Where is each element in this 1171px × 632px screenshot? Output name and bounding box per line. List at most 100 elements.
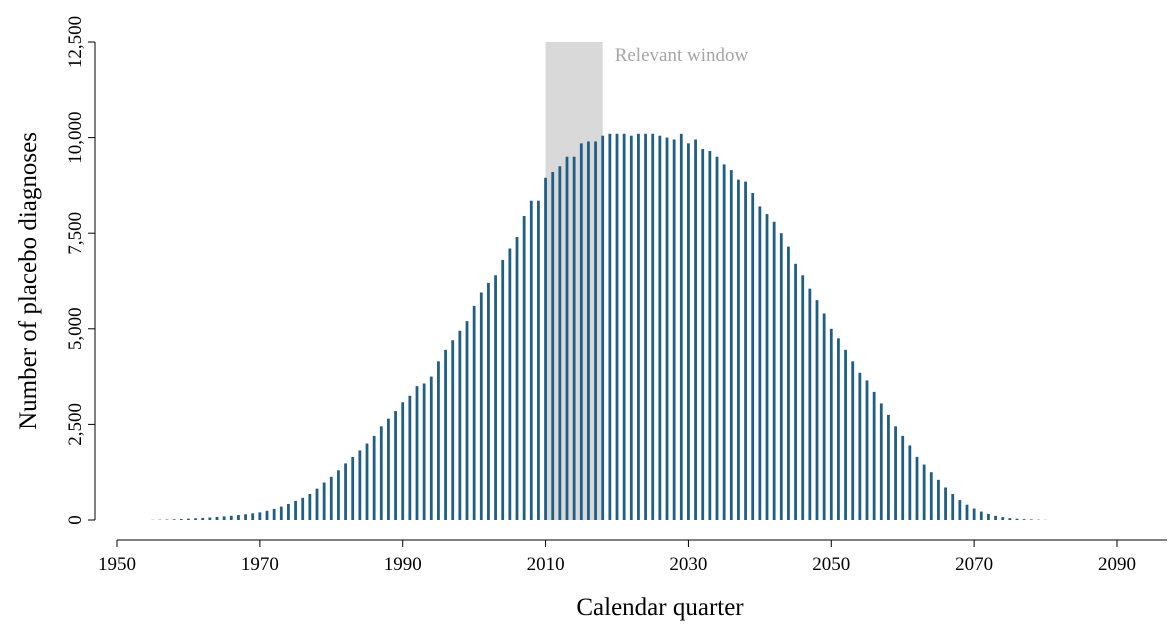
- bar: [958, 500, 961, 520]
- bar: [251, 513, 254, 520]
- bar: [623, 134, 626, 520]
- bar: [408, 396, 411, 520]
- bar: [837, 338, 840, 520]
- bar: [666, 138, 669, 520]
- x-tick-label: 2050: [812, 554, 850, 575]
- bar: [280, 507, 283, 520]
- x-tick-label: 2030: [669, 554, 707, 575]
- bar: [930, 472, 933, 520]
- bar: [723, 164, 726, 520]
- bar: [1001, 517, 1004, 520]
- x-axis-label: Calendar quarter: [576, 594, 744, 621]
- bar: [694, 140, 697, 520]
- x-tick-label: 2010: [527, 554, 565, 575]
- bar: [337, 470, 340, 520]
- bar: [544, 178, 547, 520]
- bar: [880, 403, 883, 520]
- bar: [223, 516, 226, 520]
- bar: [780, 233, 783, 520]
- bar: [858, 373, 861, 520]
- bar: [708, 151, 711, 520]
- bar: [658, 136, 661, 520]
- bar: [616, 134, 619, 520]
- bar: [787, 247, 790, 520]
- bar: [430, 377, 433, 520]
- bar: [608, 134, 611, 520]
- y-tick-label: 0: [65, 515, 86, 525]
- x-tick-label: 1970: [241, 554, 279, 575]
- bar: [701, 149, 704, 520]
- bar: [208, 518, 211, 520]
- y-tick-label: 5,000: [65, 307, 86, 350]
- bar: [551, 172, 554, 520]
- bar: [451, 340, 454, 520]
- bar: [580, 143, 583, 520]
- bar: [201, 518, 204, 520]
- bar: [501, 260, 504, 520]
- bar: [651, 134, 654, 520]
- x-tick-label: 1990: [384, 554, 422, 575]
- bar: [973, 509, 976, 520]
- bar: [887, 415, 890, 520]
- bar: [573, 157, 576, 520]
- bar: [916, 457, 919, 520]
- bar: [387, 419, 390, 520]
- bar: [373, 436, 376, 520]
- bar: [951, 494, 954, 520]
- bar: [473, 306, 476, 520]
- bar: [716, 157, 719, 520]
- bar: [637, 134, 640, 520]
- bar: [766, 214, 769, 520]
- bar: [566, 157, 569, 520]
- bar: [173, 519, 176, 520]
- y-tick-label: 10,000: [65, 111, 86, 163]
- bar: [866, 380, 869, 520]
- y-tick-label: 7,500: [65, 212, 86, 255]
- y-axis-label: Number of placebo diagnoses: [15, 132, 42, 430]
- bar: [744, 182, 747, 520]
- bar: [487, 283, 490, 520]
- bar: [808, 289, 811, 520]
- y-tick-label: 12,500: [65, 16, 86, 68]
- bar: [266, 511, 269, 520]
- bar: [316, 489, 319, 520]
- bar: [180, 519, 183, 520]
- bar: [194, 518, 197, 520]
- bar: [380, 426, 383, 520]
- window-label: Relevant window: [615, 45, 749, 66]
- bar: [594, 141, 597, 520]
- bar: [1030, 519, 1033, 520]
- bar: [873, 392, 876, 520]
- bar: [994, 516, 997, 520]
- bar: [358, 450, 361, 520]
- bar: [294, 501, 297, 520]
- bar: [944, 487, 947, 520]
- bar: [601, 136, 604, 520]
- bar: [458, 331, 461, 520]
- bar: [737, 180, 740, 520]
- bar: [237, 515, 240, 520]
- bar: [187, 519, 190, 520]
- bar: [987, 514, 990, 520]
- bar: [923, 465, 926, 520]
- bar: [537, 201, 540, 520]
- bar: [1008, 518, 1011, 520]
- bar: [466, 321, 469, 520]
- bar: [901, 436, 904, 520]
- bar: [323, 483, 326, 520]
- bar: [351, 457, 354, 520]
- x-tick-label: 2070: [955, 554, 993, 575]
- bar: [980, 512, 983, 520]
- bar: [308, 494, 311, 520]
- bar: [394, 411, 397, 520]
- bar: [301, 498, 304, 520]
- bar: [673, 140, 676, 520]
- bar: [344, 463, 347, 520]
- bar: [758, 206, 761, 520]
- bar: [480, 292, 483, 520]
- bar: [287, 504, 290, 520]
- bar: [773, 222, 776, 520]
- bar: [801, 275, 804, 520]
- bar: [416, 386, 419, 520]
